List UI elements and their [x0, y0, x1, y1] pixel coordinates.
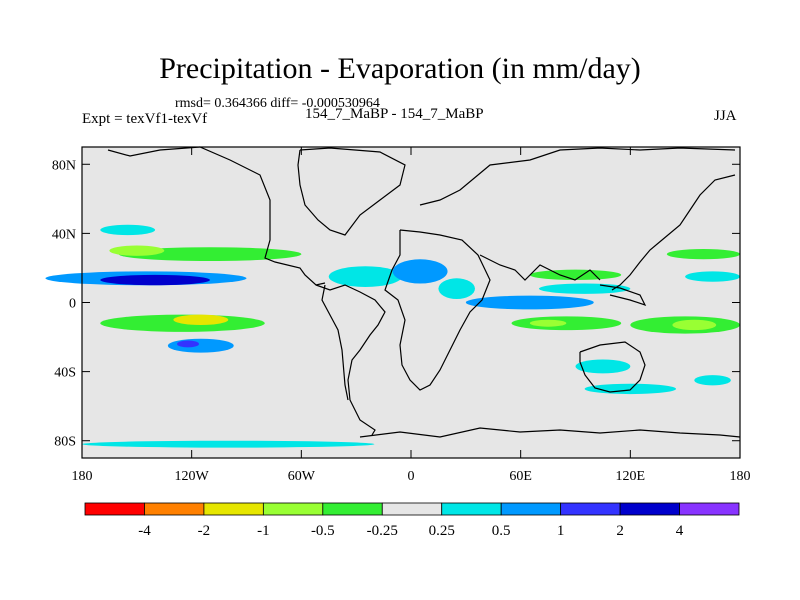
coastline-greenland — [297, 147, 406, 236]
coastline-africa — [384, 229, 491, 391]
colorbar: -4 -2 -1 -0.5 -0.25 0.25 0.5 1 2 4 — [84, 502, 740, 539]
colorbar-label: 0.25 — [429, 523, 455, 539]
experiment-label: Expt = texVf1-texVf — [82, 111, 208, 127]
anomaly-field — [45, 147, 741, 458]
colorbar-swatch — [84, 502, 145, 516]
anomaly-blob-6 — [167, 338, 234, 353]
colorbar-label: -2 — [198, 523, 211, 539]
coastline-asia-east — [611, 174, 736, 291]
anomaly-blob-12 — [529, 269, 622, 281]
colorbar-label: 1 — [557, 523, 565, 539]
coastline-antarctica — [359, 427, 741, 438]
colorbar-swatch — [144, 502, 205, 516]
x-tick-label: 120E — [616, 469, 646, 484]
chart-title: Precipitation - Evaporation (in mm/day) — [159, 52, 641, 85]
colorbar-label: 0.5 — [492, 523, 511, 539]
anomaly-blob-19 — [685, 271, 740, 282]
y-tick-label: 40N — [52, 227, 76, 242]
colorbar-label: -0.5 — [311, 523, 335, 539]
colorbar-swatch — [381, 502, 443, 516]
colorbar-swatch — [619, 502, 680, 516]
colorbar-label: 2 — [616, 523, 624, 539]
anomaly-blob-13 — [538, 283, 631, 294]
x-tick-label: 0 — [408, 469, 415, 484]
anomaly-blob-15 — [529, 319, 567, 327]
coastline-arabia-india — [479, 254, 601, 281]
coastline-south-america — [315, 284, 386, 436]
anomaly-blob-3 — [109, 245, 165, 256]
colorbar-swatch — [322, 502, 383, 516]
y-tick-label: 80N — [52, 158, 76, 173]
season-label: JJA — [714, 108, 737, 124]
axis-ticks: 80N 40N 0 40S 80S 180 120W 60W 0 60E 120E 180 — [52, 147, 751, 484]
coastline-south-america-west — [321, 284, 349, 401]
anomaly-blob-5 — [173, 314, 229, 325]
anomaly-blob-18 — [666, 248, 740, 260]
x-tick-label: 180 — [730, 469, 751, 484]
anomaly-blob-24 — [82, 440, 375, 448]
coastlines — [107, 146, 741, 438]
y-tick-label: 80S — [54, 435, 76, 450]
x-tick-label: 60E — [509, 469, 532, 484]
anomaly-blob-9 — [392, 259, 448, 284]
stats-line: rmsd= 0.364366 diff= -0.000530964 — [175, 96, 380, 111]
anomaly-blob-22 — [694, 375, 731, 386]
anomaly-blob-1 — [100, 274, 210, 286]
case-label: 154_7_MaBP - 154_7_MaBP — [305, 106, 484, 122]
colorbar-swatch — [441, 502, 502, 516]
anomaly-blob-11 — [465, 295, 594, 310]
anomaly-blob-8 — [328, 266, 402, 287]
y-tick-label: 40S — [54, 366, 76, 381]
y-tick-label: 0 — [69, 297, 76, 312]
anomaly-blob-10 — [438, 278, 475, 300]
colorbar-label: -1 — [257, 523, 270, 539]
colorbar-label: -0.25 — [367, 523, 398, 539]
field-background — [82, 147, 740, 458]
colorbar-swatch — [560, 502, 621, 516]
colorbar-label: 4 — [676, 523, 684, 539]
colorbar-swatch — [203, 502, 264, 516]
coastline-australia — [579, 341, 646, 393]
anomaly-blob-23 — [100, 224, 156, 236]
colorbar-swatch — [500, 502, 562, 516]
coastline-north-america — [107, 146, 326, 286]
colorbar-swatch — [262, 502, 324, 516]
coastline-eurasia — [419, 147, 736, 206]
anomaly-blob-17 — [672, 319, 717, 331]
colorbar-label: -4 — [138, 523, 151, 539]
anomaly-blob-20 — [575, 359, 631, 374]
colorbar-swatch — [679, 502, 740, 516]
coastline-se-asia — [599, 284, 647, 307]
x-tick-label: 60W — [288, 469, 316, 484]
x-tick-label: 120W — [175, 469, 210, 484]
x-tick-label: 180 — [72, 469, 93, 484]
anomaly-blob-2 — [118, 247, 302, 262]
anomaly-blob-7 — [177, 340, 199, 348]
